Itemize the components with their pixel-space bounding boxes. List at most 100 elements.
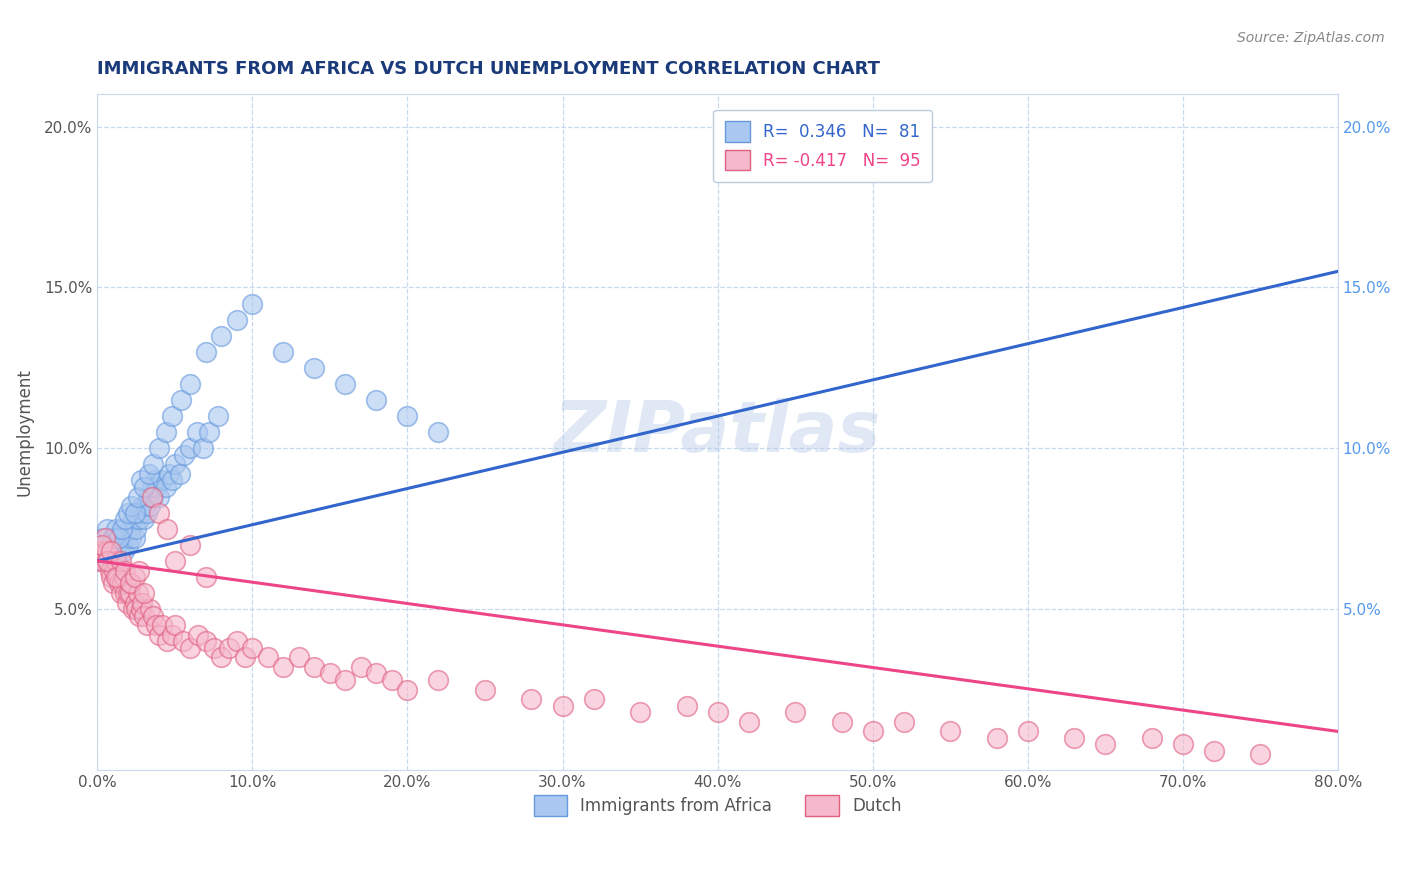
Point [132,586,155,600]
Point [1140,731,1163,745]
Point [100,538,122,552]
Point [124,506,146,520]
Point [288,650,311,665]
Point [173,448,195,462]
Point [139,602,162,616]
Point [1171,737,1194,751]
Point [831,714,853,729]
Point [155,425,177,440]
Point [91,554,114,568]
Point [128,564,150,578]
Point [129,474,152,488]
Point [120,532,142,546]
Point [127,490,149,504]
Point [108,576,131,591]
Point [111,522,134,536]
Point [139,499,162,513]
Point [98,554,121,568]
Point [1063,731,1085,745]
Point [98,564,121,578]
Point [427,673,450,687]
Legend: Immigrants from Africa, Dutch: Immigrants from Africa, Dutch [527,789,908,822]
Point [120,576,142,591]
Point [706,705,728,719]
Point [115,532,138,546]
Point [179,538,201,552]
Point [89,544,111,558]
Point [862,724,884,739]
Point [156,634,179,648]
Point [143,474,166,488]
Point [1017,724,1039,739]
Point [273,660,295,674]
Point [115,596,138,610]
Point [117,538,139,552]
Point [194,570,217,584]
Point [520,692,543,706]
Point [187,628,209,642]
Point [125,522,148,536]
Point [172,634,194,648]
Point [202,640,225,655]
Point [179,442,201,456]
Point [145,618,167,632]
Point [128,608,150,623]
Point [138,490,160,504]
Point [114,586,136,600]
Point [207,409,229,424]
Point [110,532,132,546]
Point [89,544,111,558]
Point [129,506,152,520]
Point [939,724,962,739]
Point [98,538,121,552]
Point [142,490,165,504]
Point [93,544,115,558]
Point [114,522,136,536]
Point [93,554,115,568]
Point [112,570,135,584]
Point [163,458,186,472]
Point [142,608,165,623]
Point [225,312,247,326]
Point [163,554,186,568]
Point [104,570,127,584]
Point [396,409,419,424]
Point [366,666,388,681]
Point [396,682,419,697]
Point [96,544,118,558]
Point [737,714,759,729]
Point [209,650,232,665]
Point [783,705,806,719]
Point [108,544,131,558]
Text: ZIPatlas: ZIPatlas [554,398,882,467]
Point [134,499,156,513]
Point [1249,747,1271,761]
Point [96,544,118,558]
Point [120,499,142,513]
Point [94,532,117,546]
Point [136,618,159,632]
Point [110,586,132,600]
Point [110,554,132,568]
Point [118,586,141,600]
Point [118,576,141,591]
Point [91,532,114,546]
Point [104,554,127,568]
Point [104,522,127,536]
Point [97,554,120,568]
Point [122,512,145,526]
Point [114,512,136,526]
Point [160,474,183,488]
Point [179,376,201,391]
Point [160,628,183,642]
Point [381,673,404,687]
Point [156,522,179,536]
Point [179,640,201,655]
Point [127,506,149,520]
Point [474,682,496,697]
Point [100,544,122,558]
Point [225,634,247,648]
Point [129,602,152,616]
Point [169,467,191,481]
Point [103,564,125,578]
